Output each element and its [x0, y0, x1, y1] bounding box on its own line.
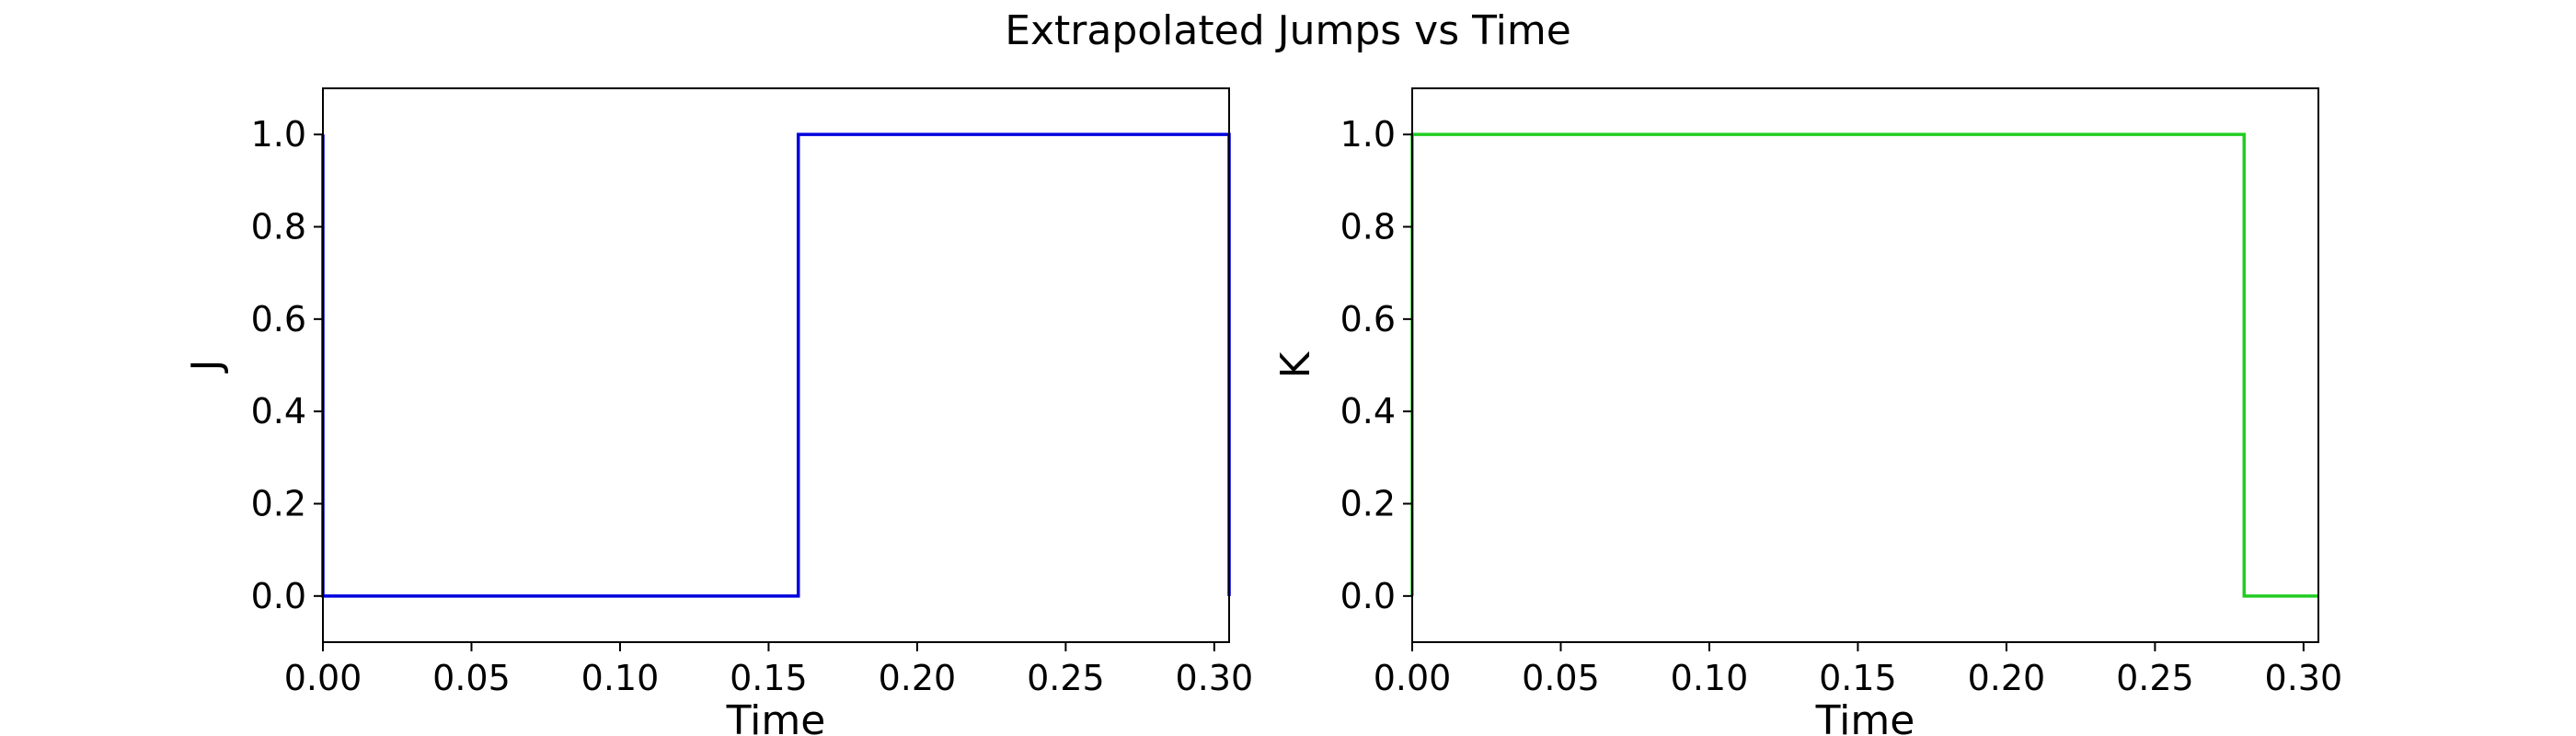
y-tick-label: 0.8: [251, 207, 306, 247]
y-tick-label: 1.0: [251, 114, 306, 155]
y-tick-label: 0.6: [251, 299, 306, 339]
y-tick-label: 0.2: [251, 484, 306, 524]
y-tick-label: 0.8: [1340, 207, 1396, 247]
x-tick-label: 0.15: [1819, 658, 1897, 698]
y-tick-label: 0.4: [1340, 391, 1396, 431]
x-tick-label: 0.25: [1027, 658, 1105, 698]
x-tick-label: 0.30: [1176, 658, 1254, 698]
y-tick-label: 0.0: [1340, 576, 1396, 616]
y-axis-label: J: [183, 360, 230, 374]
subplots: 0.00 0.05 0.10 0.15 0.20 0.25 0.30 0.0 0.2 0.4 0.6…: [183, 87, 2343, 736]
x-tick-label: 0.15: [730, 658, 808, 698]
x-tick-label: 0.05: [432, 658, 511, 698]
x-tick-label: 0.10: [1671, 658, 1749, 698]
y-tick-label: 0.2: [1340, 484, 1396, 524]
y-tick-label: 0.4: [251, 391, 306, 431]
x-axis-label: Time: [1815, 697, 1915, 736]
x-tick-label: 0.25: [2116, 658, 2194, 698]
axes-frame: [322, 87, 1230, 643]
y-tick-label: 1.0: [1340, 114, 1396, 155]
figure-title: Extrapolated Jumps vs Time: [1005, 7, 1571, 54]
x-tick-label: 0.05: [1522, 658, 1600, 698]
x-tick-label: 0.00: [284, 658, 362, 698]
y-tick-label: 0.6: [1340, 299, 1396, 339]
axes-frame: [1411, 87, 2319, 643]
x-tick-label: 0.20: [879, 658, 957, 698]
x-tick-label: 0.10: [581, 658, 660, 698]
y-tick-label: 0.0: [251, 576, 306, 616]
x-tick-label: 0.20: [1968, 658, 2046, 698]
y-axis-label: K: [1272, 351, 1319, 378]
x-tick-label: 0.30: [2265, 658, 2343, 698]
subplot-2: 0.00 0.05 0.10 0.15 0.20 0.25 0.30 0.0 0.2 0.4 0.6…: [1272, 87, 2343, 736]
x-axis-label: Time: [726, 697, 826, 736]
x-tick-label: 0.00: [1374, 658, 1452, 698]
subplot-1: 0.00 0.05 0.10 0.15 0.20 0.25 0.30 0.0 0.2 0.4 0.6…: [183, 87, 1254, 736]
